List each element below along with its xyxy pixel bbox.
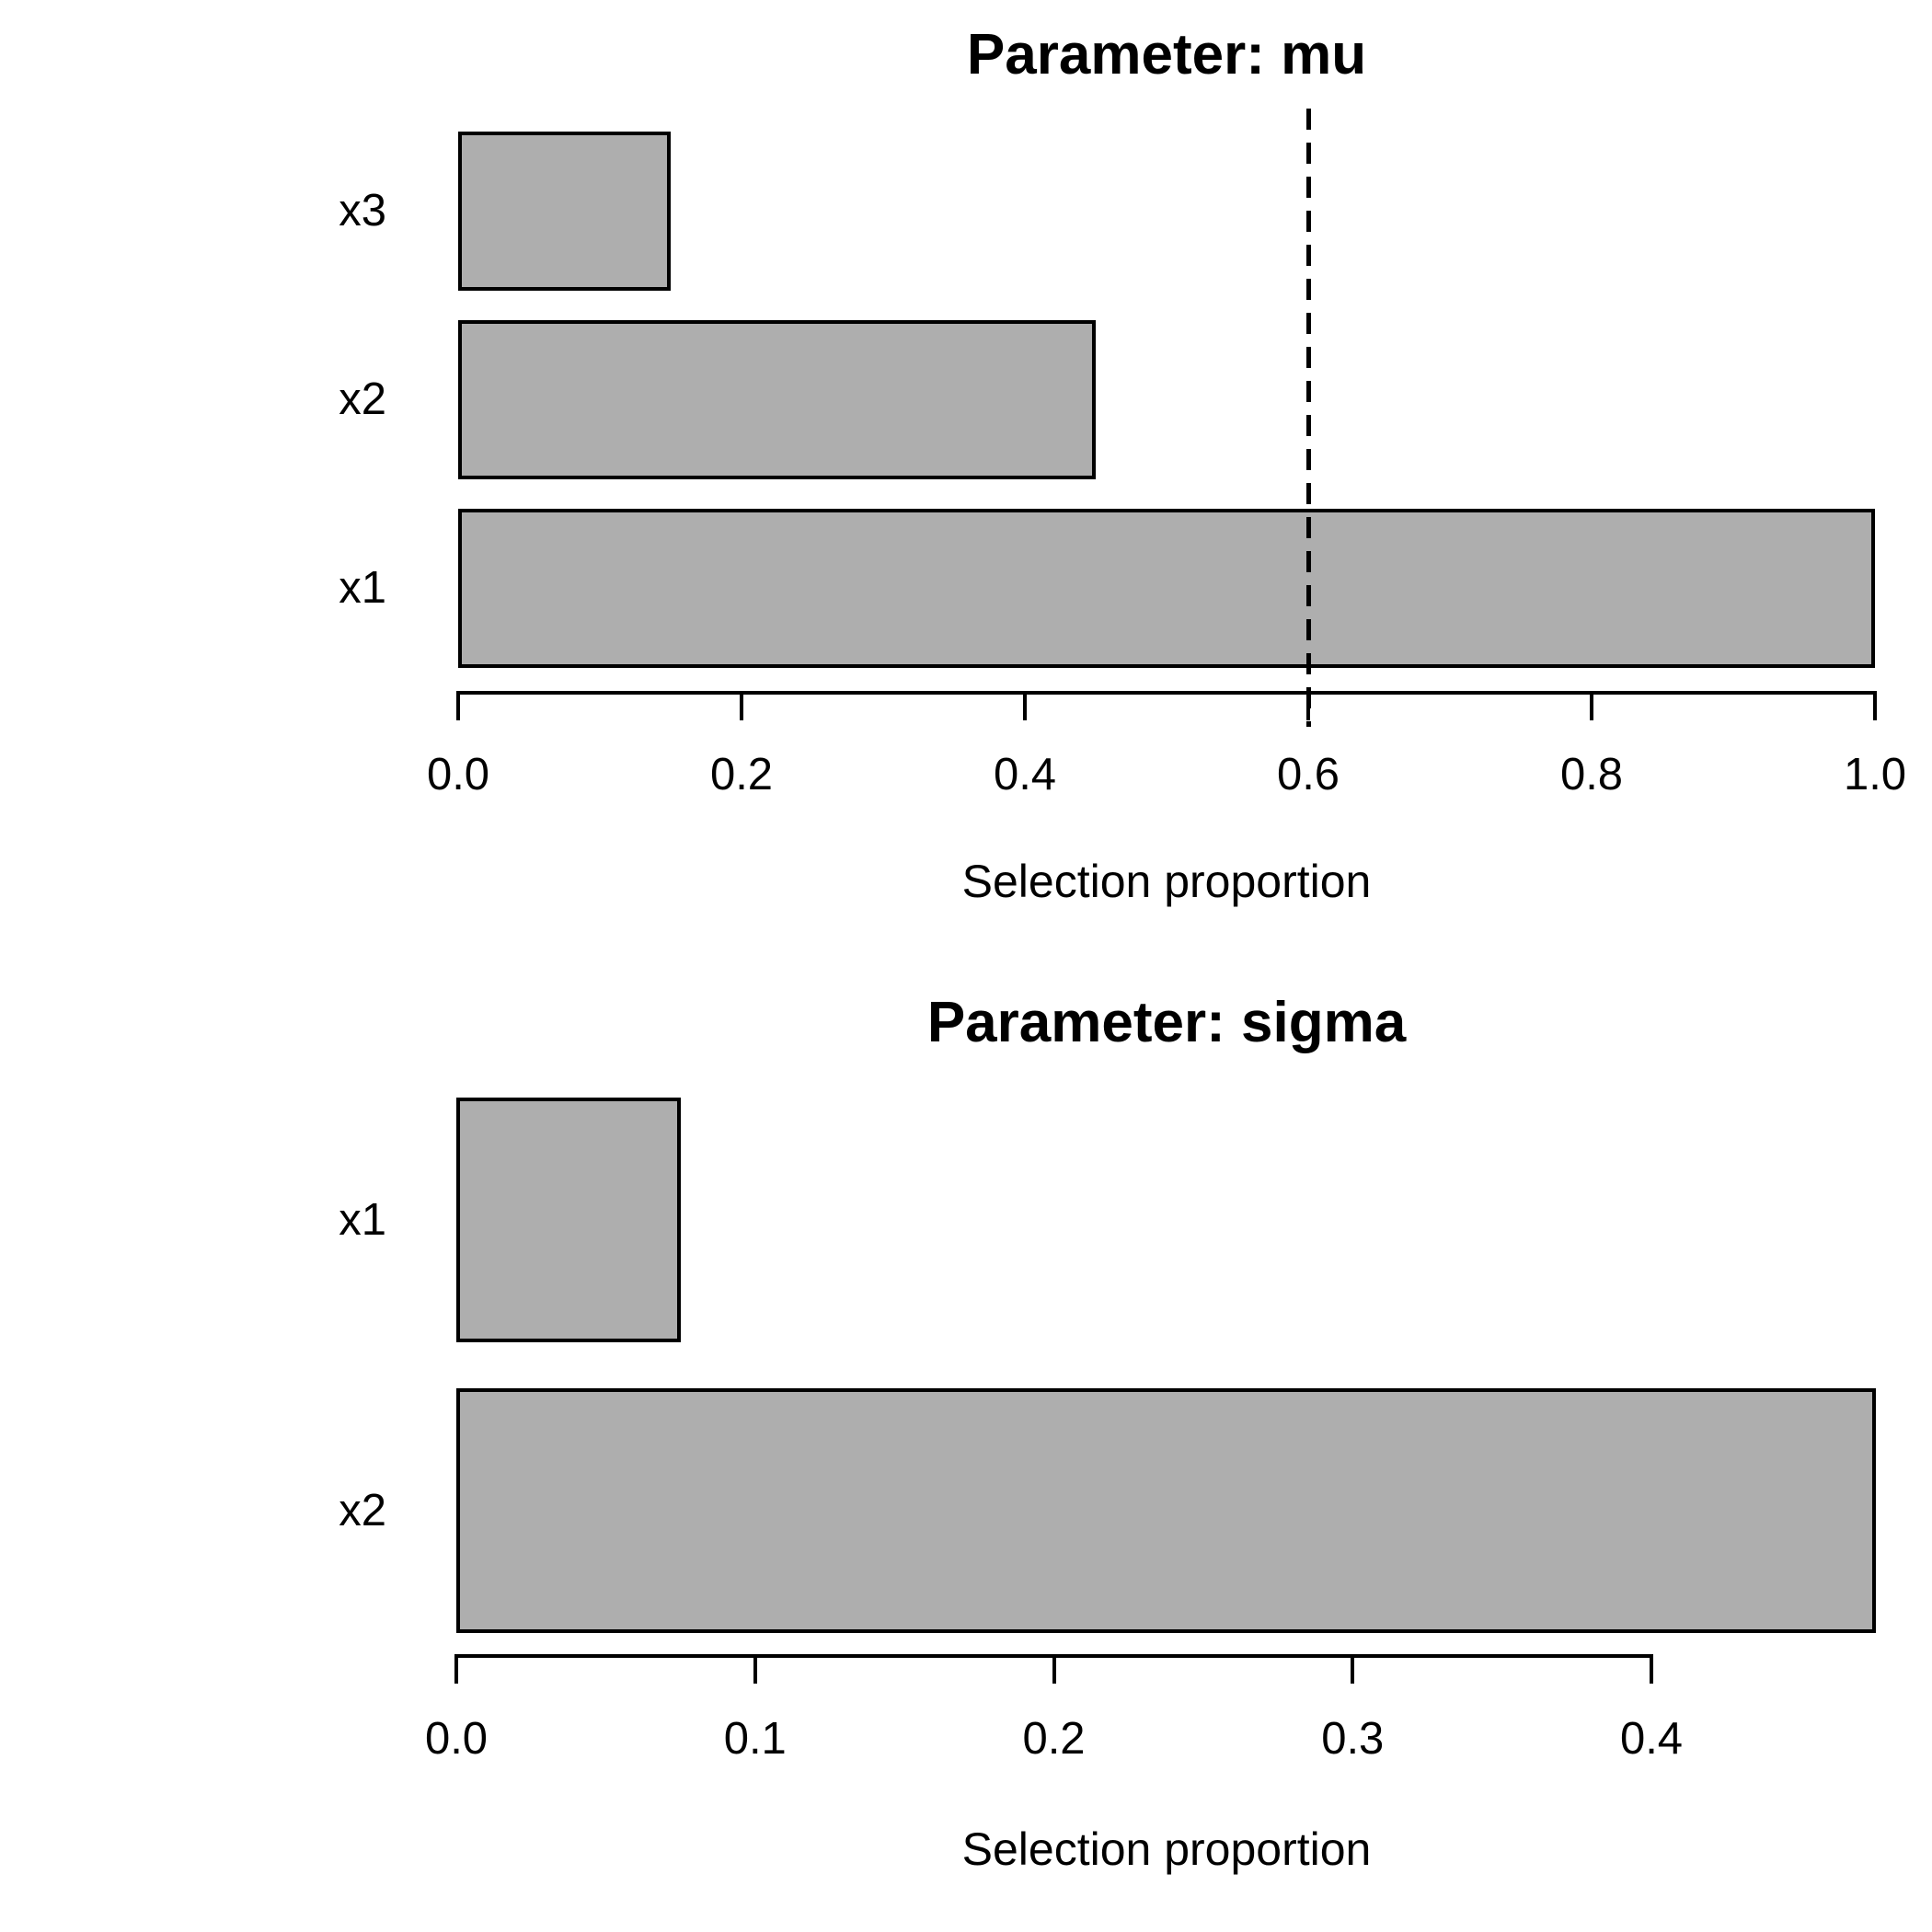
x-axis-tick-label: 0.2 xyxy=(1022,1714,1086,1764)
x-axis-tick-label: 0.0 xyxy=(426,750,490,799)
x-axis-tick xyxy=(753,1656,757,1684)
x-axis-tick xyxy=(740,693,743,720)
chart2-title: Parameter: sigma xyxy=(926,991,1407,1054)
category-label-x1: x1 xyxy=(339,563,386,613)
category-label-x2: x2 xyxy=(339,1486,386,1535)
bar-x3 xyxy=(458,132,671,291)
chart2-x-axis-title: Selection proportion xyxy=(961,1823,1372,1875)
x-axis-tick xyxy=(456,693,460,720)
threshold-dashed-line xyxy=(1305,109,1311,727)
x-axis-tick-label: 0.0 xyxy=(424,1714,489,1764)
bar-x1 xyxy=(456,1098,681,1342)
x-axis-tick-label: 1.0 xyxy=(1843,750,1907,799)
x-axis-tick xyxy=(1590,693,1593,720)
category-label-x1: x1 xyxy=(339,1195,386,1245)
bar-x2 xyxy=(458,320,1096,479)
bar-x2 xyxy=(456,1388,1876,1633)
x-axis-tick xyxy=(1873,693,1877,720)
x-axis-tick xyxy=(454,1656,458,1684)
x-axis-tick-label: 0.4 xyxy=(993,750,1057,799)
chart1-x-axis-title: Selection proportion xyxy=(961,856,1372,907)
x-axis-tick xyxy=(1351,1656,1355,1684)
chart1-title: Parameter: mu xyxy=(966,23,1367,86)
x-axis-tick xyxy=(1023,693,1027,720)
x-axis-tick-label: 0.8 xyxy=(1559,750,1624,799)
category-label-x3: x3 xyxy=(339,186,386,236)
x-axis-tick xyxy=(1052,1656,1056,1684)
x-axis-tick-label: 0.3 xyxy=(1321,1714,1385,1764)
x-axis-tick xyxy=(1650,1656,1653,1684)
x-axis-line xyxy=(456,691,1877,695)
x-axis-tick-label: 0.6 xyxy=(1276,750,1340,799)
category-label-x2: x2 xyxy=(339,374,386,424)
x-axis-tick-label: 0.4 xyxy=(1619,1714,1684,1764)
bar-x1 xyxy=(458,509,1875,668)
x-axis-tick-label: 0.2 xyxy=(709,750,774,799)
x-axis-tick-label: 0.1 xyxy=(723,1714,787,1764)
